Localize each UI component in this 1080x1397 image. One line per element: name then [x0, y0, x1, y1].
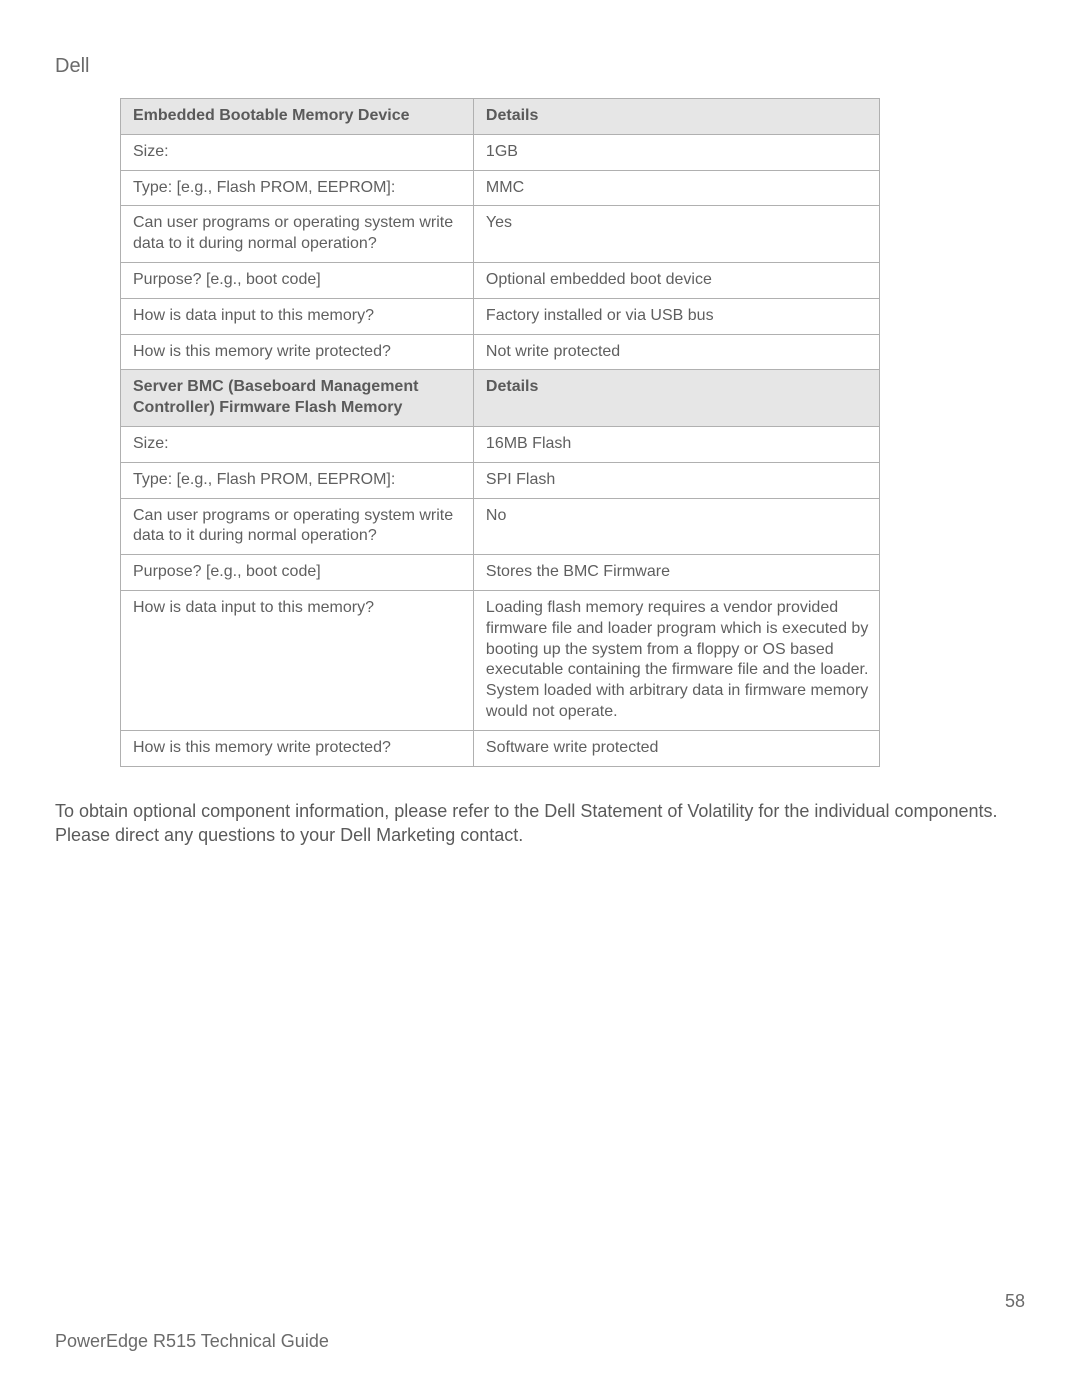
paragraph-note: To obtain optional component information…	[55, 799, 1025, 848]
table-row: Can user programs or operating system wr…	[121, 206, 880, 263]
memory-table-wrap: Embedded Bootable Memory DeviceDetailsSi…	[120, 98, 880, 767]
table-cell-value: Not write protected	[473, 334, 879, 370]
table-cell-value: Yes	[473, 206, 879, 263]
table-cell-value: MMC	[473, 170, 879, 206]
table-row: Server BMC (Baseboard Management Control…	[121, 370, 880, 427]
table-cell-label: Size:	[121, 134, 474, 170]
table-cell-label: Size:	[121, 426, 474, 462]
table-cell-value: Factory installed or via USB bus	[473, 298, 879, 334]
footer-page-number: 58	[1005, 1291, 1025, 1312]
table-cell-value: Software write protected	[473, 730, 879, 766]
footer-title: PowerEdge R515 Technical Guide	[55, 1331, 329, 1352]
page-footer: PowerEdge R515 Technical Guide 58	[55, 1291, 1025, 1352]
table-cell-label: Can user programs or operating system wr…	[121, 498, 474, 555]
table-cell-value: Loading flash memory requires a vendor p…	[473, 590, 879, 730]
table-cell-value: Optional embedded boot device	[473, 262, 879, 298]
table-row: How is data input to this memory?Loading…	[121, 590, 880, 730]
memory-table: Embedded Bootable Memory DeviceDetailsSi…	[120, 98, 880, 767]
table-row: Size:16MB Flash	[121, 426, 880, 462]
table-cell-label: How is this memory write protected?	[121, 730, 474, 766]
table-cell-value: Stores the BMC Firmware	[473, 555, 879, 591]
table-row: Type: [e.g., Flash PROM, EEPROM]:SPI Fla…	[121, 462, 880, 498]
table-row: Can user programs or operating system wr…	[121, 498, 880, 555]
table-cell-label: Purpose? [e.g., boot code]	[121, 555, 474, 591]
table-row: Type: [e.g., Flash PROM, EEPROM]:MMC	[121, 170, 880, 206]
table-cell-label: Purpose? [e.g., boot code]	[121, 262, 474, 298]
table-cell-label: Server BMC (Baseboard Management Control…	[121, 370, 474, 427]
brand-label: Dell	[55, 55, 1025, 78]
table-cell-value: 16MB Flash	[473, 426, 879, 462]
table-row: Size:1GB	[121, 134, 880, 170]
table-cell-value: No	[473, 498, 879, 555]
table-row: How is this memory write protected?Not w…	[121, 334, 880, 370]
table-row: Purpose? [e.g., boot code]Stores the BMC…	[121, 555, 880, 591]
table-cell-label: How is data input to this memory?	[121, 590, 474, 730]
table-cell-label: Can user programs or operating system wr…	[121, 206, 474, 263]
table-cell-value: Details	[473, 99, 879, 135]
table-row: Purpose? [e.g., boot code]Optional embed…	[121, 262, 880, 298]
table-cell-label: How is this memory write protected?	[121, 334, 474, 370]
table-row: Embedded Bootable Memory DeviceDetails	[121, 99, 880, 135]
table-cell-label: Embedded Bootable Memory Device	[121, 99, 474, 135]
table-cell-value: 1GB	[473, 134, 879, 170]
table-cell-label: Type: [e.g., Flash PROM, EEPROM]:	[121, 462, 474, 498]
table-cell-value: SPI Flash	[473, 462, 879, 498]
table-row: How is this memory write protected?Softw…	[121, 730, 880, 766]
table-cell-value: Details	[473, 370, 879, 427]
table-row: How is data input to this memory?Factory…	[121, 298, 880, 334]
table-cell-label: How is data input to this memory?	[121, 298, 474, 334]
table-cell-label: Type: [e.g., Flash PROM, EEPROM]:	[121, 170, 474, 206]
